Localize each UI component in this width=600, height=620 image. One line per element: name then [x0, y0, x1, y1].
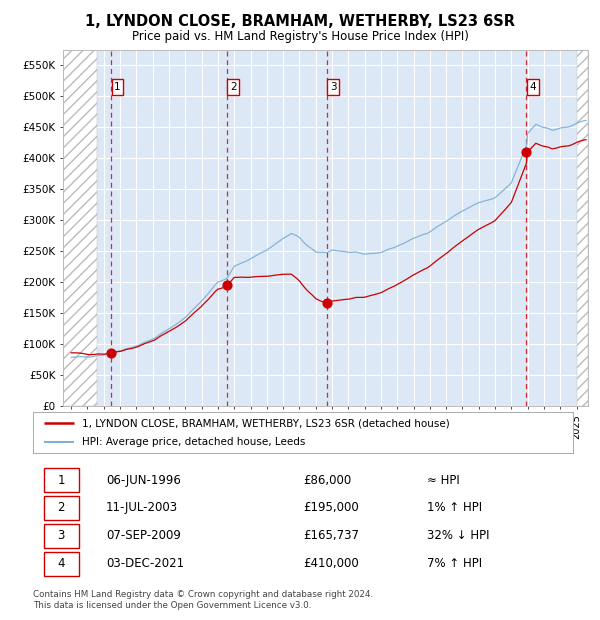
- Text: 4: 4: [530, 82, 536, 92]
- Text: 2: 2: [230, 82, 236, 92]
- Text: Contains HM Land Registry data © Crown copyright and database right 2024.
This d: Contains HM Land Registry data © Crown c…: [33, 590, 373, 609]
- Text: 4: 4: [58, 557, 65, 570]
- FancyBboxPatch shape: [44, 524, 79, 548]
- Text: 7% ↑ HPI: 7% ↑ HPI: [427, 557, 482, 570]
- Text: 1, LYNDON CLOSE, BRAMHAM, WETHERBY, LS23 6SR: 1, LYNDON CLOSE, BRAMHAM, WETHERBY, LS23…: [85, 14, 515, 29]
- Point: [521, 147, 531, 157]
- Text: 3: 3: [58, 529, 65, 542]
- FancyBboxPatch shape: [44, 468, 79, 492]
- Text: £165,737: £165,737: [303, 529, 359, 542]
- Point: [222, 280, 232, 290]
- Text: 07-SEP-2009: 07-SEP-2009: [106, 529, 181, 542]
- FancyBboxPatch shape: [44, 552, 79, 576]
- Text: 06-JUN-1996: 06-JUN-1996: [106, 474, 181, 487]
- Point: [106, 348, 116, 358]
- Text: HPI: Average price, detached house, Leeds: HPI: Average price, detached house, Leed…: [82, 436, 305, 447]
- Text: 3: 3: [330, 82, 337, 92]
- Point: [322, 298, 332, 308]
- Text: £410,000: £410,000: [303, 557, 359, 570]
- Text: 2: 2: [58, 501, 65, 514]
- Text: 11-JUL-2003: 11-JUL-2003: [106, 501, 178, 514]
- Text: £86,000: £86,000: [303, 474, 351, 487]
- FancyBboxPatch shape: [44, 495, 79, 520]
- Text: 1% ↑ HPI: 1% ↑ HPI: [427, 501, 482, 514]
- Text: 1: 1: [114, 82, 121, 92]
- Text: 1: 1: [58, 474, 65, 487]
- Text: ≈ HPI: ≈ HPI: [427, 474, 460, 487]
- Text: 03-DEC-2021: 03-DEC-2021: [106, 557, 184, 570]
- Text: 32% ↓ HPI: 32% ↓ HPI: [427, 529, 490, 542]
- Text: 1, LYNDON CLOSE, BRAMHAM, WETHERBY, LS23 6SR (detached house): 1, LYNDON CLOSE, BRAMHAM, WETHERBY, LS23…: [82, 418, 449, 428]
- Text: £195,000: £195,000: [303, 501, 359, 514]
- Text: Price paid vs. HM Land Registry's House Price Index (HPI): Price paid vs. HM Land Registry's House …: [131, 30, 469, 43]
